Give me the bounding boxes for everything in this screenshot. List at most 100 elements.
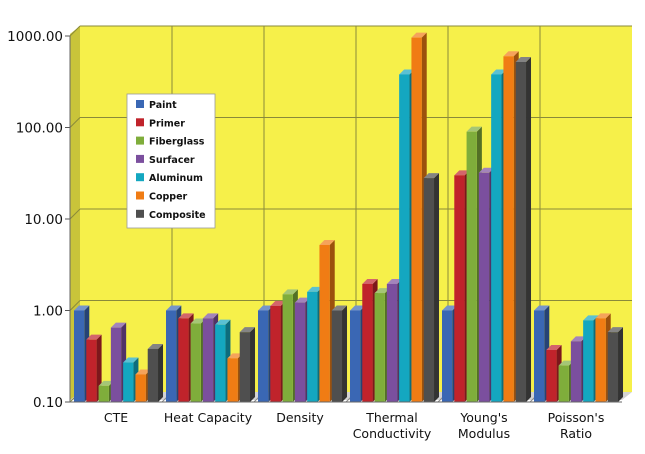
bar-front <box>503 56 514 402</box>
bar-front <box>423 178 435 402</box>
bar-top <box>110 322 127 328</box>
bar-top <box>227 353 243 359</box>
bar-top <box>135 369 151 375</box>
bar-front <box>239 332 251 402</box>
bar-top <box>583 315 599 321</box>
bar-front <box>350 310 361 402</box>
bar-front <box>399 74 410 402</box>
bar <box>239 327 256 402</box>
bar-front <box>362 283 373 402</box>
bar-top <box>319 239 335 245</box>
bar-front <box>178 318 189 402</box>
y-tick-label: 100.00 <box>16 121 63 137</box>
bar-top <box>294 297 311 303</box>
bar-front <box>270 305 281 402</box>
legend-label: Paint <box>149 100 177 111</box>
legend-swatch <box>136 136 144 145</box>
bar-side <box>434 173 440 402</box>
bar-top <box>411 32 427 38</box>
bar <box>423 173 440 402</box>
bar-front <box>558 365 569 402</box>
bar-side <box>342 305 348 402</box>
bar-front <box>74 310 85 402</box>
bar-top <box>123 357 139 363</box>
bar-top <box>362 278 378 284</box>
bar-front <box>331 310 343 402</box>
legend-swatch <box>136 118 144 127</box>
bar-top <box>202 313 219 319</box>
bar-side <box>250 327 256 402</box>
bar-front <box>123 362 134 402</box>
bar-top <box>282 289 298 295</box>
bar-top <box>258 305 274 311</box>
legend-label: Primer <box>149 118 185 129</box>
bar-side <box>158 343 164 402</box>
bar-top <box>98 380 114 386</box>
bar-front <box>595 318 606 402</box>
wall-gridline <box>69 208 81 220</box>
bar-side <box>526 56 532 403</box>
legend: Paint Primer Fiberglass Surfacer Aluminum Cop… <box>126 93 216 229</box>
wall-gridline <box>69 25 81 37</box>
bar-front <box>386 283 398 402</box>
bar-front <box>570 341 582 402</box>
bar-top <box>147 343 164 349</box>
bar-front <box>491 74 502 402</box>
x-tick-label: Young's <box>459 410 507 425</box>
y-tick-label: 1.00 <box>33 304 63 320</box>
wall-gridline <box>69 117 81 128</box>
bar <box>331 305 348 402</box>
bar-top <box>423 173 440 179</box>
bar-front <box>374 293 385 402</box>
bar <box>607 327 624 402</box>
bar-front <box>319 244 330 402</box>
bar-side <box>618 327 624 402</box>
bar-top <box>607 327 624 333</box>
bar-top <box>374 288 390 294</box>
bar-top <box>178 313 194 319</box>
bar-top <box>270 300 286 306</box>
x-tick-label: CTE <box>104 410 128 425</box>
bar-front <box>166 310 177 402</box>
bar-front <box>190 323 201 402</box>
legend-label: Aluminum <box>149 173 203 184</box>
legend-swatch <box>136 209 144 218</box>
bar-top <box>215 319 231 325</box>
bar-top <box>190 318 206 324</box>
bar-front <box>282 294 293 402</box>
bar-top <box>239 327 256 333</box>
bar-front <box>454 175 465 402</box>
bar-front <box>86 339 97 402</box>
bar-front <box>546 350 557 402</box>
legend-swatch <box>136 100 144 108</box>
bar-top <box>399 69 415 75</box>
bar-front <box>607 332 619 402</box>
bar-top <box>166 305 182 311</box>
legend-swatch <box>136 154 144 163</box>
bar-top <box>534 305 550 311</box>
bar-front <box>258 310 269 402</box>
bar-front <box>466 131 477 402</box>
bar-front <box>583 320 594 402</box>
x-tick-label: Conductivity <box>353 426 432 441</box>
bar-top <box>350 305 366 311</box>
x-tick-label: Modulus <box>458 426 510 441</box>
bar-front <box>442 310 453 402</box>
bar-top <box>570 336 587 342</box>
legend-label: Composite <box>149 210 206 221</box>
bar-top <box>386 278 403 284</box>
bar-top <box>331 305 348 311</box>
bar-top <box>478 167 495 173</box>
x-tick-label: Poisson's <box>548 410 605 425</box>
bar-top <box>491 69 507 75</box>
bar-top <box>546 345 562 351</box>
x-tick-label: Density <box>276 410 324 425</box>
legend-swatch <box>136 191 144 200</box>
x-tick-label: Ratio <box>560 426 592 441</box>
bar-top <box>454 170 470 176</box>
bar-top <box>466 126 482 132</box>
bar-front <box>307 291 318 402</box>
y-tick-label: 1000.00 <box>7 29 63 45</box>
bar-front <box>110 327 122 402</box>
